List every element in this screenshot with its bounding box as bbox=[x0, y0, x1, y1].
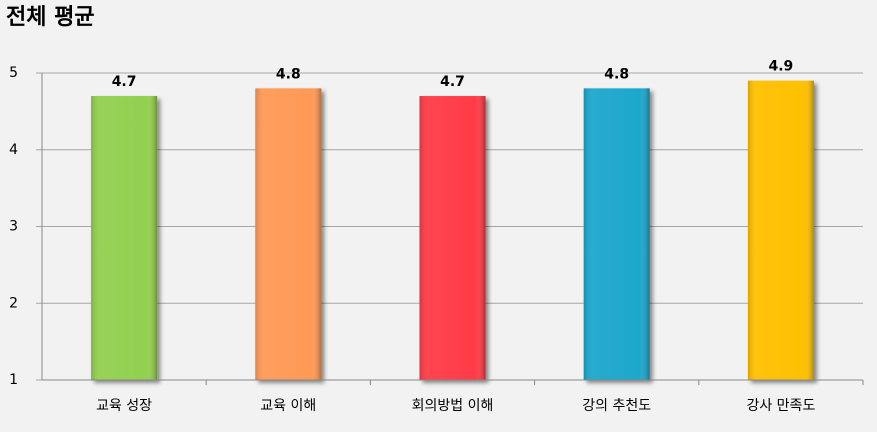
bar-shading bbox=[91, 96, 158, 381]
x-tick-label: 회의방법 이해 bbox=[412, 398, 494, 414]
bar-shading bbox=[583, 88, 650, 380]
y-tick-label: 1 bbox=[9, 372, 18, 388]
y-tick-label: 3 bbox=[9, 219, 18, 235]
y-tick-label: 4 bbox=[9, 142, 18, 158]
value-label: 4.7 bbox=[440, 74, 465, 90]
value-label: 4.7 bbox=[112, 74, 137, 90]
value-label: 4.8 bbox=[276, 66, 301, 82]
y-tick-label: 5 bbox=[9, 65, 18, 81]
value-label: 4.9 bbox=[768, 59, 793, 75]
chart-title: 전체 평균 bbox=[6, 5, 95, 30]
bar-shading bbox=[747, 80, 814, 381]
bar-shading bbox=[419, 96, 486, 381]
x-tick-label: 강사 만족도 bbox=[746, 398, 815, 414]
value-label: 4.8 bbox=[604, 66, 629, 82]
x-tick-label: 강의 추천도 bbox=[582, 398, 651, 414]
bar-shading bbox=[255, 88, 322, 380]
x-tick-label: 교육 이해 bbox=[260, 398, 316, 414]
x-tick-label: 교육 성장 bbox=[96, 398, 152, 414]
y-tick-label: 2 bbox=[9, 295, 18, 311]
